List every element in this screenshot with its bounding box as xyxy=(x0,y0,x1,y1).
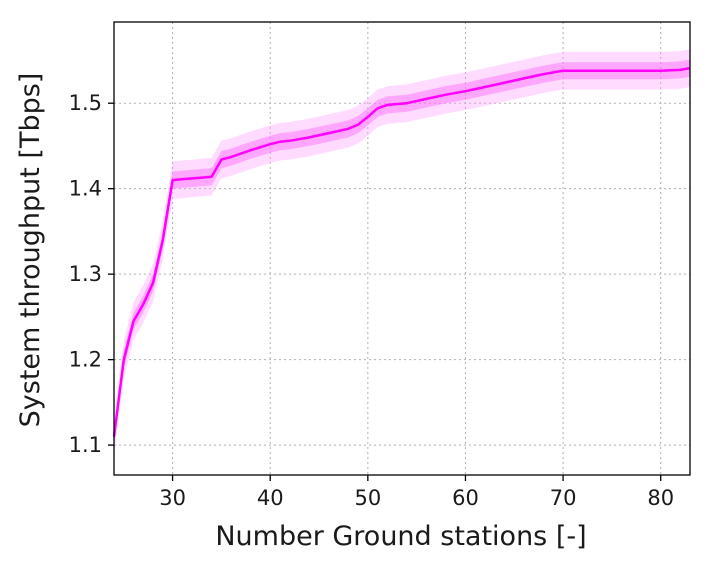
inner-uncertainty-band xyxy=(114,59,690,446)
x-tick-label: 40 xyxy=(257,486,284,510)
grid xyxy=(114,22,690,475)
x-tick-label: 60 xyxy=(452,486,479,510)
y-axis-label: System throughput [Tbps] xyxy=(15,73,46,428)
plot-area xyxy=(112,49,691,456)
y-tick-label: 1.5 xyxy=(69,91,102,115)
throughput-line xyxy=(112,66,691,437)
outer-uncertainty-band xyxy=(114,49,690,456)
plot-frame xyxy=(113,21,691,476)
x-tick-label: 30 xyxy=(159,486,186,510)
x-axis-label: Number Ground stations [-] xyxy=(215,521,586,552)
y-tick-label: 1.4 xyxy=(69,177,102,201)
x-tick-label: 50 xyxy=(354,486,381,510)
y-tick-label: 1.1 xyxy=(69,433,102,457)
y-tick-label: 1.3 xyxy=(69,262,102,286)
axis-ticks: 30 40 50 60 70 80 1.1 1.2 1.3 1.4 1.5 xyxy=(69,91,674,510)
x-tick-label: 70 xyxy=(550,486,577,510)
y-tick-label: 1.2 xyxy=(69,348,102,372)
x-tick-label: 80 xyxy=(647,486,674,510)
